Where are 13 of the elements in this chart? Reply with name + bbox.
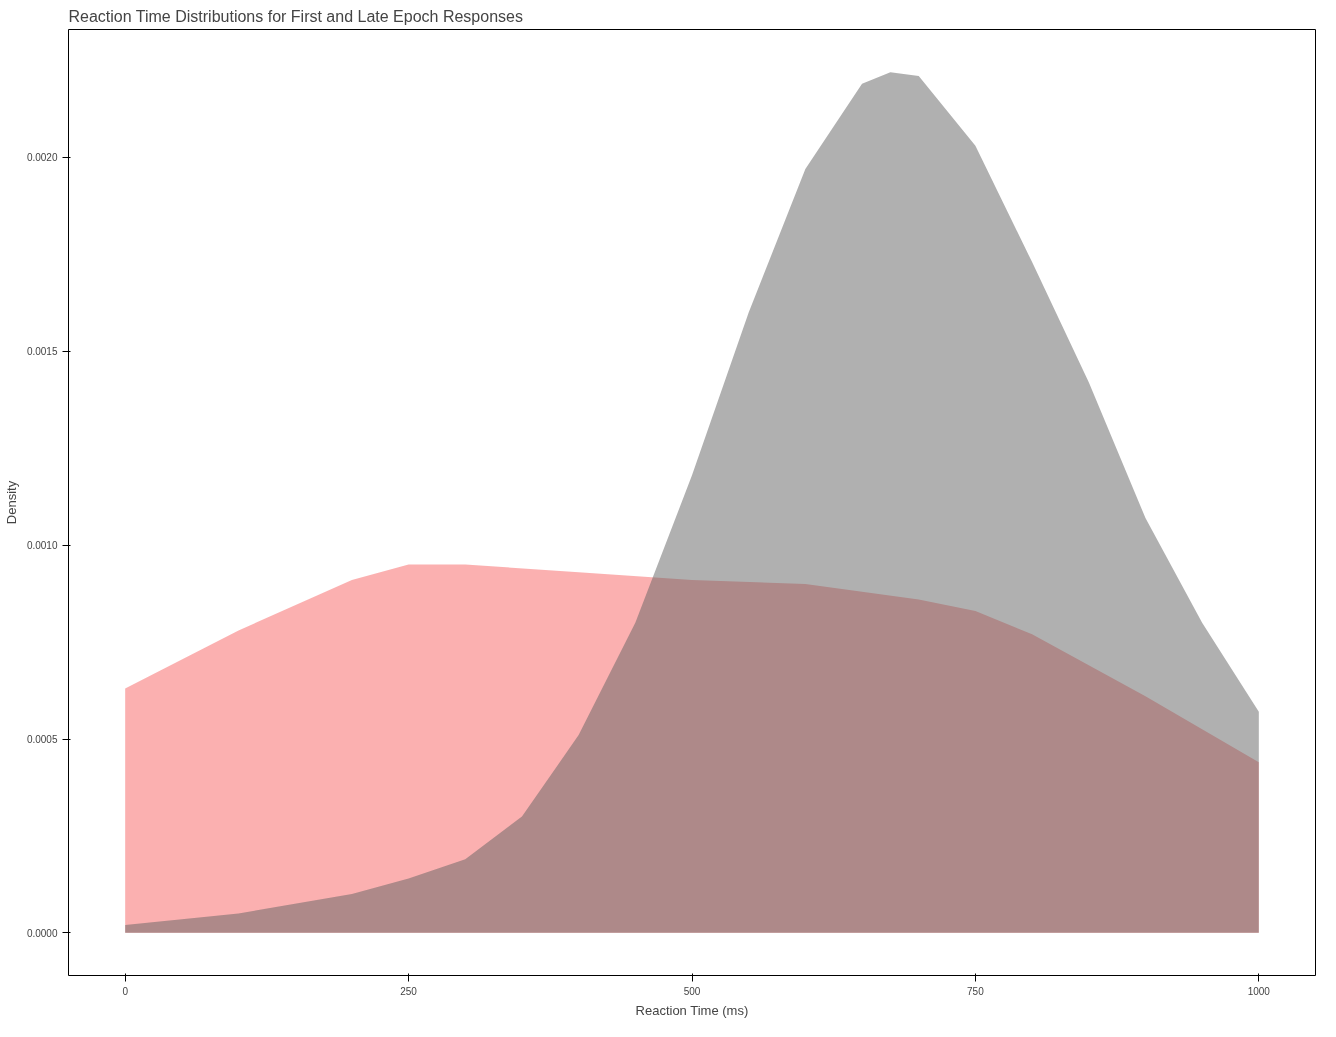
x-tick-label: 750 bbox=[967, 985, 985, 997]
y-tick-label: 0.0020 bbox=[26, 152, 58, 164]
y-tick-label: 0.0005 bbox=[26, 734, 58, 745]
x-axis-title: Reaction Time (ms) bbox=[635, 1002, 749, 1018]
chart-title: Reaction Time Distributions for First and Late Epoch Responses bbox=[68, 7, 523, 25]
x-tick-label: 1000 bbox=[1247, 985, 1271, 997]
x-tick-label: 250 bbox=[400, 985, 418, 997]
y-tick-label: 0.0000 bbox=[26, 927, 58, 939]
y-tick-label: 0.0015 bbox=[26, 346, 58, 358]
y-tick-label: 0.0010 bbox=[26, 540, 58, 552]
x-tick-label: 0 bbox=[122, 985, 129, 997]
y-axis-title: Density bbox=[3, 480, 19, 525]
x-tick-label: 500 bbox=[683, 985, 701, 997]
